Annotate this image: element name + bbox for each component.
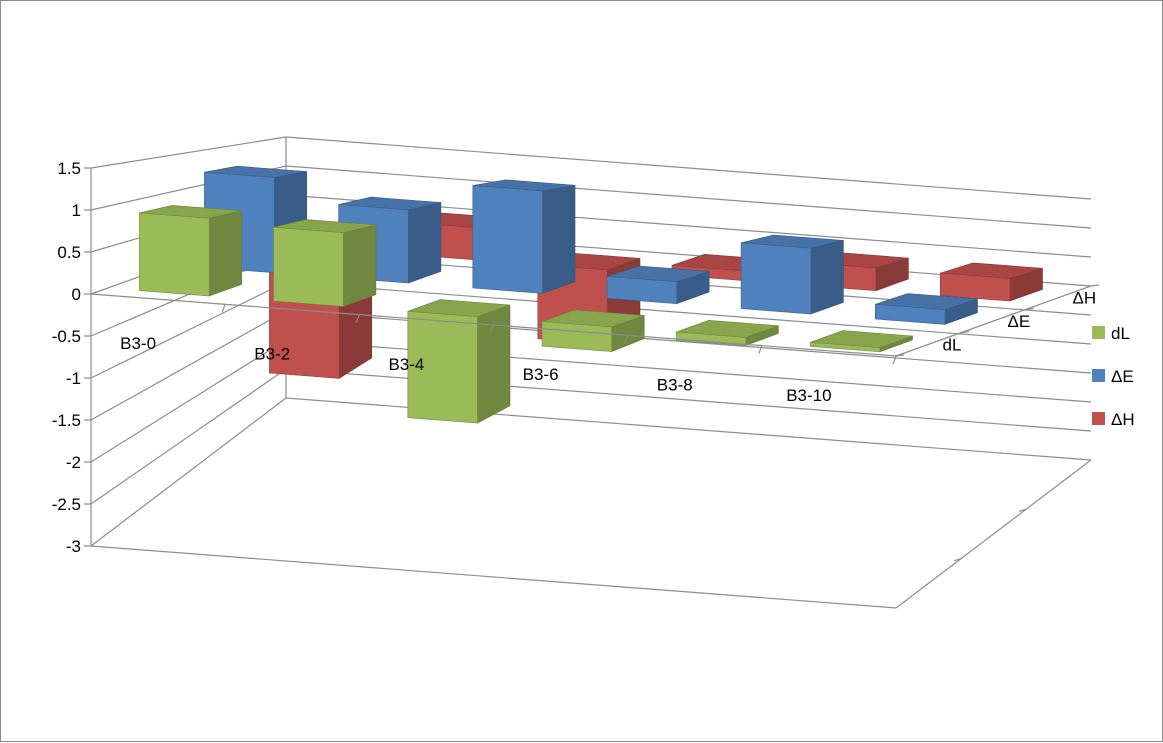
x-tick-mark — [221, 304, 226, 313]
x-tick-label: B3-10 — [786, 386, 831, 405]
bar-front-face — [606, 276, 678, 305]
legend-swatch — [1092, 412, 1105, 425]
bar-side-face — [343, 224, 377, 307]
depth-tick-mark — [1090, 284, 1100, 287]
x-tick-mark — [758, 345, 763, 354]
legend-label: ΔH — [1111, 410, 1135, 429]
legend-label: dL — [1111, 324, 1130, 343]
y-tick-label: -2.5 — [52, 495, 81, 514]
bar — [472, 179, 576, 294]
x-axis: B3-0 B3-2 B3-4 B3-6 B3-8 B3-10 — [90, 293, 897, 405]
y-tick-label: 1.5 — [57, 159, 81, 178]
x-tick-mark — [489, 324, 495, 334]
bar-side-face — [408, 202, 442, 284]
depth-tick-mark — [960, 331, 970, 334]
y-tick-label: -0.5 — [52, 327, 81, 346]
bar-front-face — [939, 272, 1011, 302]
x-tick-mark — [355, 314, 360, 323]
depth-tick-label: dL — [943, 335, 962, 354]
depth-axis: dL ΔE ΔH — [895, 284, 1100, 357]
bar-front-face — [809, 341, 881, 353]
bar-front-face — [675, 331, 747, 346]
x-tick-label: B3-2 — [254, 345, 290, 364]
bar-side-face — [810, 240, 844, 315]
bar — [273, 219, 377, 307]
depth-tick-mark — [1018, 508, 1027, 512]
floor-front-edge — [90, 545, 897, 609]
bar — [740, 234, 844, 315]
floor-right-edge — [895, 459, 1092, 609]
bar-front-face — [541, 321, 613, 352]
gridline — [90, 339, 1092, 463]
bars — [139, 165, 1043, 424]
y-tick-label: 0.5 — [57, 243, 81, 262]
x-tick-label: B3-8 — [657, 376, 693, 395]
bar-front-face — [472, 185, 543, 294]
bar — [139, 205, 242, 297]
gridline — [90, 397, 1092, 547]
bar-front-face — [874, 303, 946, 325]
depth-tick-mark — [895, 354, 905, 357]
bar-side-face — [208, 210, 242, 297]
bar-front-face — [407, 310, 478, 424]
x-tick-label: B3-0 — [120, 334, 156, 353]
bar — [407, 299, 511, 424]
bar-front-face — [139, 212, 210, 297]
y-tick-label: -1 — [66, 369, 81, 388]
legend-swatch — [1092, 326, 1105, 339]
legend-swatch — [1092, 369, 1105, 382]
bar-side-face — [542, 184, 576, 294]
x-tick-label: B3-4 — [388, 355, 424, 374]
bar — [809, 330, 913, 353]
depth-tick-label: ΔH — [1073, 289, 1097, 308]
y-tick-label: 1 — [72, 201, 81, 220]
depth-tick-mark — [953, 558, 962, 562]
y-tick-label: -1.5 — [52, 411, 81, 430]
depth-tick-label: ΔE — [1008, 312, 1031, 331]
bar — [541, 309, 645, 353]
y-tick-label: 0 — [72, 285, 81, 304]
bar-front-face — [740, 242, 812, 315]
y-axis: 1.5 1 0.5 0 -0.5 -1 -1.5 -2 -2.5 -3 — [52, 159, 91, 556]
gridline — [90, 368, 1092, 505]
bar — [675, 319, 779, 346]
bar — [874, 293, 978, 325]
x-tick-mark — [892, 355, 897, 365]
depth-tick-mark — [1025, 307, 1035, 310]
bar — [606, 265, 710, 305]
bar-front-face — [273, 226, 344, 307]
series-1 — [139, 205, 913, 424]
legend-label: ΔE — [1111, 367, 1134, 386]
depth-axis-line — [895, 285, 1092, 357]
legend: dL ΔE ΔH — [1092, 324, 1135, 429]
y-tick-label: -2 — [66, 453, 81, 472]
x-tick-mark — [624, 335, 629, 344]
x-tick-label: B3-6 — [523, 365, 559, 384]
bar — [939, 262, 1043, 302]
bar-side-face — [477, 304, 511, 424]
y-tick-label: -3 — [66, 537, 81, 556]
